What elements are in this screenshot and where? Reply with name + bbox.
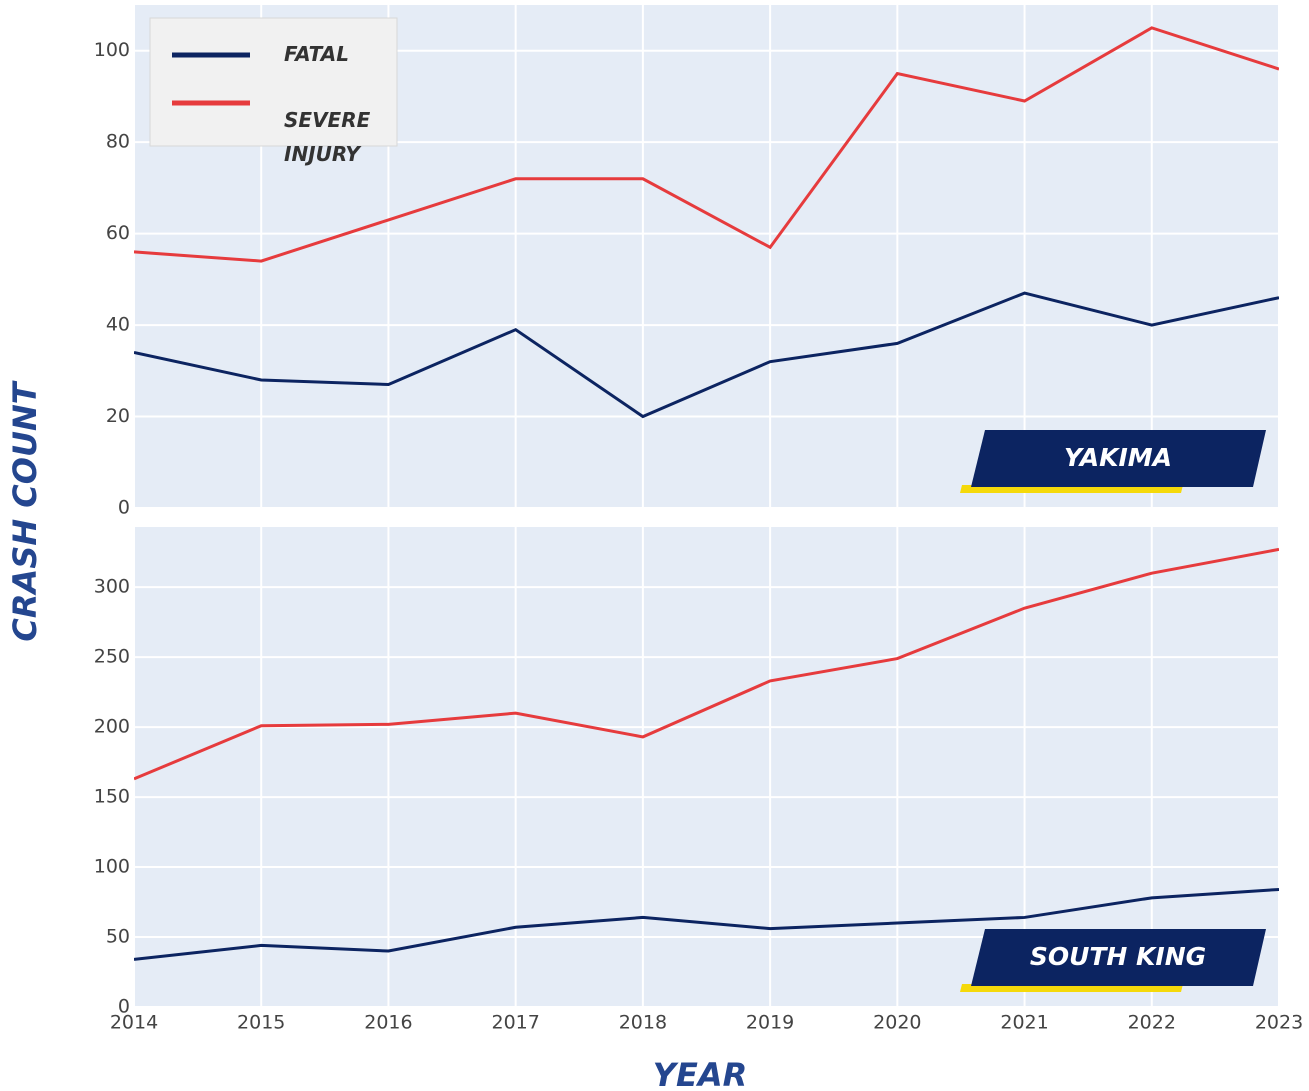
y-tick-label: 0: [118, 996, 130, 1018]
x-tick-label: 2016: [364, 1012, 412, 1034]
y-tick-label: 50: [106, 926, 130, 948]
y-tick-label: 60: [106, 222, 130, 244]
x-tick-label: 2014: [110, 1012, 158, 1034]
x-tick-label: 2021: [1000, 1012, 1048, 1034]
line-series: [134, 291, 1279, 419]
x-axis-title: YEAR: [653, 1056, 747, 1091]
line-series: [134, 26, 1279, 263]
x-tick-label: 2022: [1128, 1012, 1176, 1034]
y-axis-title: CRASH COUNT: [6, 380, 44, 641]
y-tick-label: 80: [106, 131, 130, 153]
plot-content: [134, 527, 1279, 1007]
x-tick-label: 2023: [1255, 1012, 1303, 1034]
line-series: [134, 547, 1279, 781]
badge: [971, 929, 1266, 986]
line-series: [134, 887, 1279, 961]
y-tick-label: 200: [94, 716, 130, 738]
plot-content: [134, 5, 1279, 508]
badge: [971, 430, 1266, 487]
legend-label: FATAL: [284, 42, 349, 66]
x-tick-label: 2019: [746, 1012, 794, 1034]
legend-box: [149, 17, 398, 147]
plot-area: [134, 527, 1279, 1007]
x-tick-label: 2020: [873, 1012, 921, 1034]
y-tick-label: 40: [106, 314, 130, 336]
y-tick-label: 100: [94, 856, 130, 878]
badge-label: YAKIMA: [1064, 443, 1172, 472]
x-tick-label: 2017: [491, 1012, 539, 1034]
x-tick-label: 2018: [619, 1012, 667, 1034]
y-tick-label: 0: [118, 497, 130, 519]
y-tick-label: 100: [94, 39, 130, 61]
y-tick-label: 300: [94, 576, 130, 598]
x-tick-label: 2015: [237, 1012, 285, 1034]
y-tick-label: 250: [94, 646, 130, 668]
legend-label: SEVERE INJURY: [284, 108, 371, 166]
badge-label: SOUTH KING: [1030, 942, 1206, 971]
y-tick-label: 150: [94, 786, 130, 808]
y-tick-label: 20: [106, 405, 130, 427]
